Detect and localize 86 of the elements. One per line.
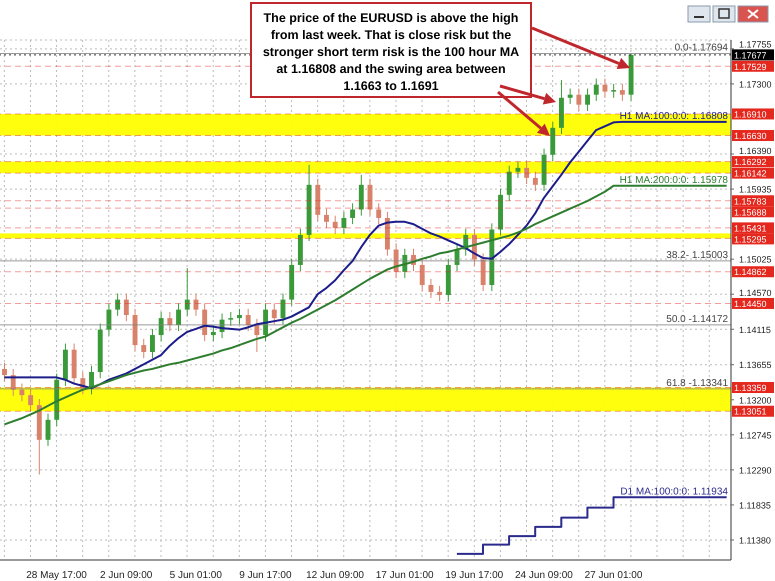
annotation: 38.2- 1.15003 — [666, 250, 728, 261]
ref-line-label: 1.15431 — [734, 223, 767, 234]
y-tick-label: 1.16390 — [739, 146, 772, 156]
annotation: The price of the EURUSD is above the high from last week. That is close risk but the stronger short term risk is the 100 hour MA at 1.16808 and the swing area between 1.1663 to 1.1691 — [250, 2, 532, 98]
line-series — [3, 184, 728, 426]
candlestick — [46, 413, 50, 446]
y-tick-label: 1.14570 — [739, 288, 772, 298]
candlestick — [532, 171, 538, 192]
candlestick — [19, 383, 24, 402]
ref-line-label: 1.16630 — [734, 131, 767, 142]
y-tick-label: 1.12745 — [739, 430, 772, 440]
candlestick — [420, 258, 425, 292]
candlestick — [194, 292, 198, 316]
candlestick — [246, 308, 251, 332]
candlestick — [254, 318, 260, 352]
candlestick — [176, 302, 181, 332]
annotation: 0.0-1.17694 — [674, 42, 728, 54]
candlestick — [594, 78, 599, 102]
candlestick — [158, 311, 164, 342]
candlestick — [376, 202, 382, 225]
candlestick — [228, 311, 234, 326]
ref-line-label: 1.15688 — [734, 207, 767, 218]
candlestick — [585, 88, 590, 112]
candlestick — [611, 83, 616, 98]
y-tick-label: 1.14115 — [739, 324, 771, 335]
ref-line-label: 1.16292 — [734, 157, 767, 168]
series-label: H1 MA:200:0:0: 1.15978 — [620, 174, 728, 186]
y-tick-label: 1.15935 — [739, 184, 772, 195]
x-tick-label: 27 Jun 01:00 — [584, 570, 643, 581]
y-tick-label: 1.17300 — [739, 79, 772, 90]
candlestick — [237, 308, 242, 325]
annotation: 61.8 -1.13341 — [666, 378, 728, 389]
candlestick — [280, 292, 286, 325]
y-tick-label: 1.11835 — [739, 500, 771, 510]
candlestick — [167, 311, 172, 332]
candlestick — [332, 215, 338, 235]
x-tick-label: 5 Jun 01:00 — [170, 570, 222, 581]
candlestick — [324, 208, 329, 228]
ref-line-label: 1.15295 — [734, 234, 767, 244]
y-tick-label: 1.17755 — [739, 39, 772, 50]
candlestick — [428, 278, 434, 299]
ref-line-label: 1.17677 — [734, 50, 767, 60]
ref-line-label: 1.16142 — [734, 168, 767, 179]
candlestick — [341, 211, 346, 235]
x-tick-label: 2 Jun 09:00 — [100, 570, 153, 581]
ref-line-label: 1.13051 — [734, 406, 767, 417]
ref-line-label: 1.16910 — [734, 109, 767, 120]
ref-line-label: 1.15783 — [734, 196, 767, 206]
candlestick — [2, 362, 7, 382]
series-label: D1 MA:100:0:0: 1.11934 — [620, 486, 728, 498]
ref-line-label: 1.13359 — [734, 383, 767, 394]
candlestick — [568, 88, 573, 104]
y-tick-label: 1.15025 — [739, 254, 772, 265]
candlestick — [602, 78, 608, 98]
candlestick — [576, 88, 582, 112]
candlestick — [524, 161, 530, 185]
candlestick — [210, 325, 216, 342]
y-tick-label: 1.13655 — [739, 360, 772, 370]
series-label: H1 MA:100:0:0: 1.16808 — [620, 110, 728, 122]
candlestick — [115, 292, 120, 316]
x-tick-label: 24 Jun 09:00 — [514, 570, 574, 581]
y-tick-label: 1.11380 — [739, 535, 771, 546]
line-series — [3, 120, 728, 390]
candlestick — [515, 161, 520, 178]
ref-line-label: 1.17529 — [734, 62, 767, 72]
candlestick — [506, 165, 512, 202]
y-tick-label: 1.12290 — [739, 465, 772, 476]
x-tick-label: 19 Jun 17:00 — [445, 570, 504, 581]
candlestick — [28, 388, 34, 412]
candlestick — [150, 328, 155, 359]
annotation: 50.0 -1.14172 — [666, 314, 728, 325]
ref-line-label: 1.14862 — [734, 267, 767, 278]
candlestick — [184, 268, 190, 316]
x-tick-label: 17 Jun 01:00 — [376, 570, 434, 581]
x-tick-label: 12 Jun 09:00 — [306, 570, 364, 581]
candlestick — [106, 302, 112, 336]
x-tick-label: 28 May 17:00 — [26, 570, 88, 581]
candlestick — [350, 202, 356, 225]
candlestick — [272, 302, 277, 325]
x-tick-label: 9 Jun 17:00 — [239, 570, 292, 581]
candlestick — [437, 285, 442, 302]
ref-line-label: 1.14450 — [734, 298, 767, 309]
candlestick — [141, 338, 146, 359]
candlestick — [620, 83, 625, 102]
y-tick-label: 1.13200 — [739, 395, 772, 406]
candlestick — [124, 292, 129, 322]
